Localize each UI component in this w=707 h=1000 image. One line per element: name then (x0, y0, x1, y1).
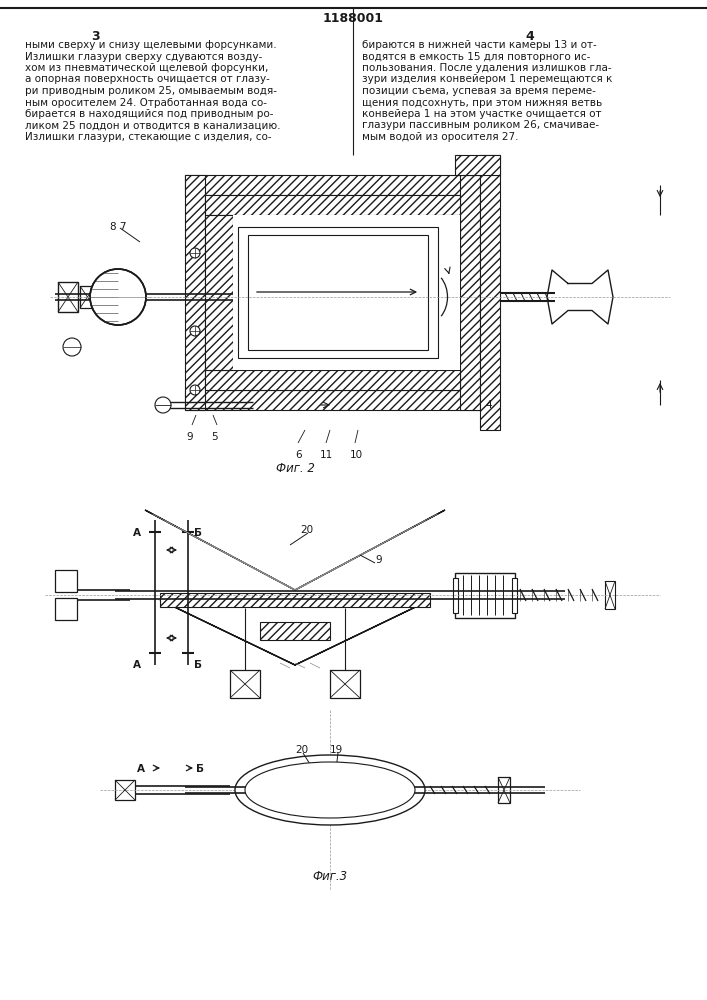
Text: ным оросителем 24. Отработанная вода со-: ным оросителем 24. Отработанная вода со- (25, 98, 267, 107)
Text: бираются в нижней части камеры 13 и от-: бираются в нижней части камеры 13 и от- (362, 40, 597, 50)
Bar (80, 286, 95, 308)
Bar (185, 175, 205, 410)
Bar (480, 155, 500, 430)
Text: А: А (133, 660, 141, 670)
Text: 20: 20 (300, 525, 313, 535)
Text: Излишки глазури сверху сдуваются возду-: Излишки глазури сверху сдуваются возду- (25, 51, 262, 62)
Text: Излишки глазури, стекающие с изделия, со-: Излишки глазури, стекающие с изделия, со… (25, 132, 271, 142)
Bar (233, 215, 460, 370)
Ellipse shape (245, 762, 415, 818)
Bar (455, 155, 500, 175)
Bar (230, 670, 260, 698)
Bar (205, 370, 460, 390)
Bar (455, 573, 515, 618)
Text: 10: 10 (350, 450, 363, 460)
Text: водятся в емкость 15 для повторного ис-: водятся в емкость 15 для повторного ис- (362, 51, 590, 62)
Bar (95, 285, 117, 309)
Bar (238, 227, 438, 358)
Bar (55, 598, 77, 620)
Circle shape (190, 326, 200, 336)
Text: 5: 5 (211, 432, 218, 442)
Bar (160, 593, 430, 607)
Bar (115, 780, 135, 800)
Bar (453, 578, 458, 613)
Text: Фиг.3: Фиг.3 (312, 870, 348, 883)
Text: 20: 20 (295, 745, 308, 755)
Text: ликом 25 поддон и отводится в канализацию.: ликом 25 поддон и отводится в канализаци… (25, 120, 281, 130)
Bar (185, 390, 480, 410)
Text: А: А (137, 764, 145, 774)
Text: Б: Б (194, 528, 202, 538)
Bar (605, 581, 615, 609)
Text: 4: 4 (525, 30, 534, 43)
Text: 9: 9 (187, 432, 193, 442)
Text: 6: 6 (295, 450, 302, 460)
Text: конвейера 1 на этом участке очищается от: конвейера 1 на этом участке очищается от (362, 109, 602, 119)
Text: Б: Б (194, 660, 202, 670)
Text: щения подсохнуть, при этом нижняя ветвь: щения подсохнуть, при этом нижняя ветвь (362, 98, 602, 107)
Bar (260, 622, 330, 640)
Text: хом из пневматической щелевой форсунки,: хом из пневматической щелевой форсунки, (25, 63, 269, 73)
Ellipse shape (235, 755, 425, 825)
Circle shape (190, 385, 200, 395)
Polygon shape (160, 600, 430, 665)
Circle shape (155, 397, 171, 413)
Bar (205, 215, 233, 370)
Bar (185, 175, 480, 195)
Polygon shape (325, 772, 335, 808)
Text: ри приводным роликом 25, омываемым водя-: ри приводным роликом 25, омываемым водя- (25, 86, 277, 96)
Bar (460, 175, 480, 410)
Bar (438, 215, 460, 265)
Bar (205, 195, 460, 390)
Bar (55, 570, 77, 592)
Text: бирается в находящийся под приводным ро-: бирается в находящийся под приводным ро- (25, 109, 274, 119)
Polygon shape (145, 510, 445, 590)
Text: 4: 4 (485, 400, 491, 410)
Text: Фиг. 2: Фиг. 2 (276, 462, 315, 475)
Circle shape (63, 338, 81, 356)
Text: А: А (133, 528, 141, 538)
Text: мым водой из оросителя 27.: мым водой из оросителя 27. (362, 132, 518, 142)
Text: 9: 9 (375, 555, 382, 565)
Text: глазури пассивным роликом 26, смачивае-: глазури пассивным роликом 26, смачивае- (362, 120, 599, 130)
Text: зури изделия конвейером 1 перемещаются к: зури изделия конвейером 1 перемещаются к (362, 75, 612, 85)
Circle shape (322, 782, 338, 798)
Text: 19: 19 (330, 745, 344, 755)
Text: позиции съема, успевая за время переме-: позиции съема, успевая за время переме- (362, 86, 596, 96)
Bar (58, 282, 78, 312)
Circle shape (190, 248, 200, 258)
Bar (248, 235, 428, 350)
Bar (498, 777, 510, 803)
Text: Б: Б (196, 764, 204, 774)
Bar (330, 670, 360, 698)
Polygon shape (312, 785, 348, 795)
Circle shape (90, 269, 146, 325)
Text: а опорная поверхность очищается от глазу-: а опорная поверхность очищается от глазу… (25, 75, 270, 85)
Text: 11: 11 (320, 450, 333, 460)
Text: пользования. После удаления излишков гла-: пользования. После удаления излишков гла… (362, 63, 612, 73)
Text: 1188001: 1188001 (322, 11, 383, 24)
Bar (205, 195, 460, 215)
Text: 8 7: 8 7 (110, 222, 127, 232)
Text: ными сверху и снизу щелевыми форсунками.: ными сверху и снизу щелевыми форсунками. (25, 40, 276, 50)
Bar (512, 578, 517, 613)
Text: 3: 3 (90, 30, 99, 43)
